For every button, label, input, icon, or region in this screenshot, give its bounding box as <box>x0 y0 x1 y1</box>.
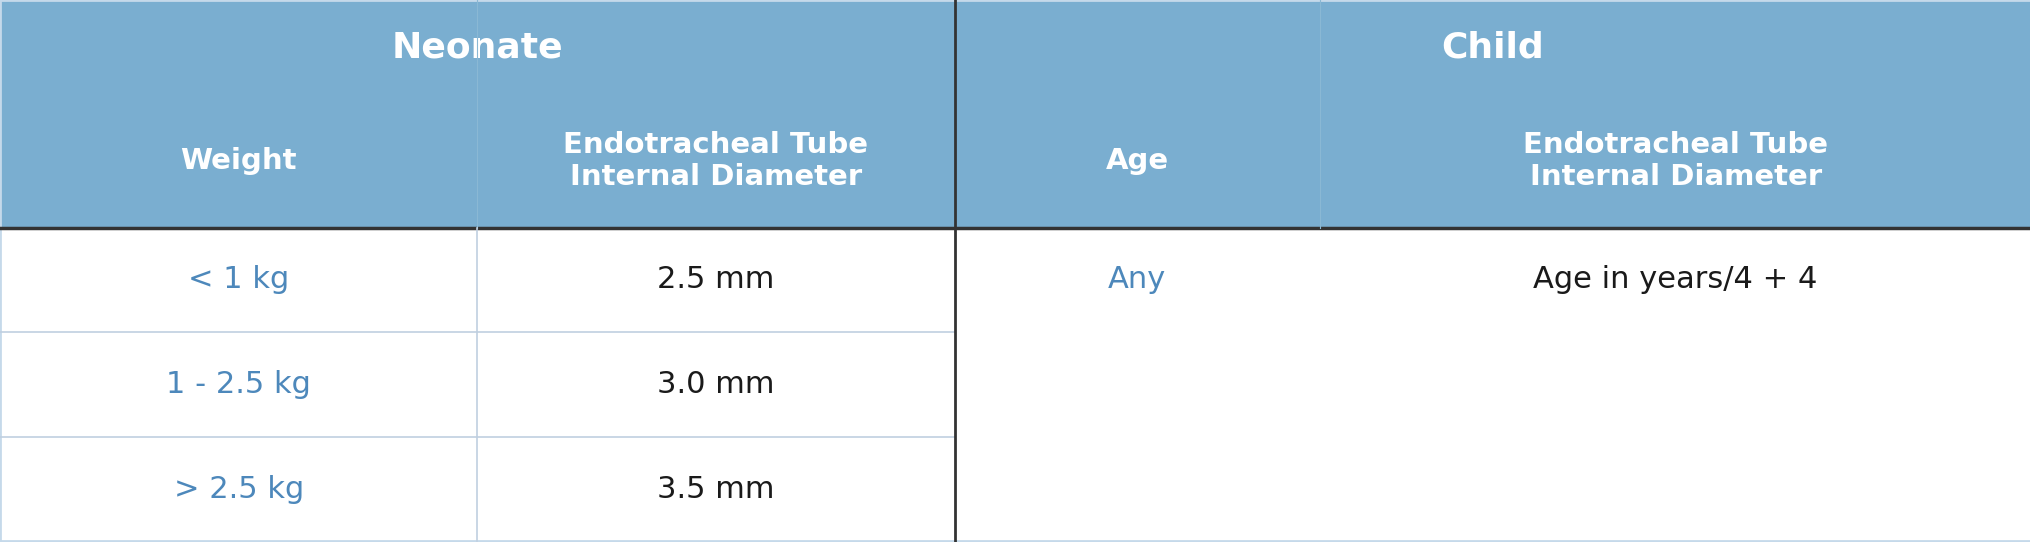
Text: Age in years/4 + 4: Age in years/4 + 4 <box>1533 266 1817 294</box>
Text: 2.5 mm: 2.5 mm <box>658 266 773 294</box>
Bar <box>0 332 2030 437</box>
Text: > 2.5 kg: > 2.5 kg <box>173 475 304 504</box>
Text: Any: Any <box>1108 266 1165 294</box>
Text: Age: Age <box>1104 147 1169 175</box>
Text: 1 - 2.5 kg: 1 - 2.5 kg <box>166 370 311 399</box>
Bar <box>0 0 954 95</box>
Text: Endotracheal Tube
Internal Diameter: Endotracheal Tube Internal Diameter <box>1522 131 1827 191</box>
Text: 3.5 mm: 3.5 mm <box>658 475 773 504</box>
Text: Weight: Weight <box>181 147 296 175</box>
Bar <box>954 0 2030 95</box>
Text: Endotracheal Tube
Internal Diameter: Endotracheal Tube Internal Diameter <box>562 131 869 191</box>
Bar <box>0 228 2030 332</box>
Text: < 1 kg: < 1 kg <box>189 266 288 294</box>
Bar <box>0 95 2030 228</box>
Bar <box>0 437 2030 541</box>
Text: 3.0 mm: 3.0 mm <box>658 370 773 399</box>
Text: Neonate: Neonate <box>392 30 562 64</box>
Text: Child: Child <box>1441 30 1543 64</box>
